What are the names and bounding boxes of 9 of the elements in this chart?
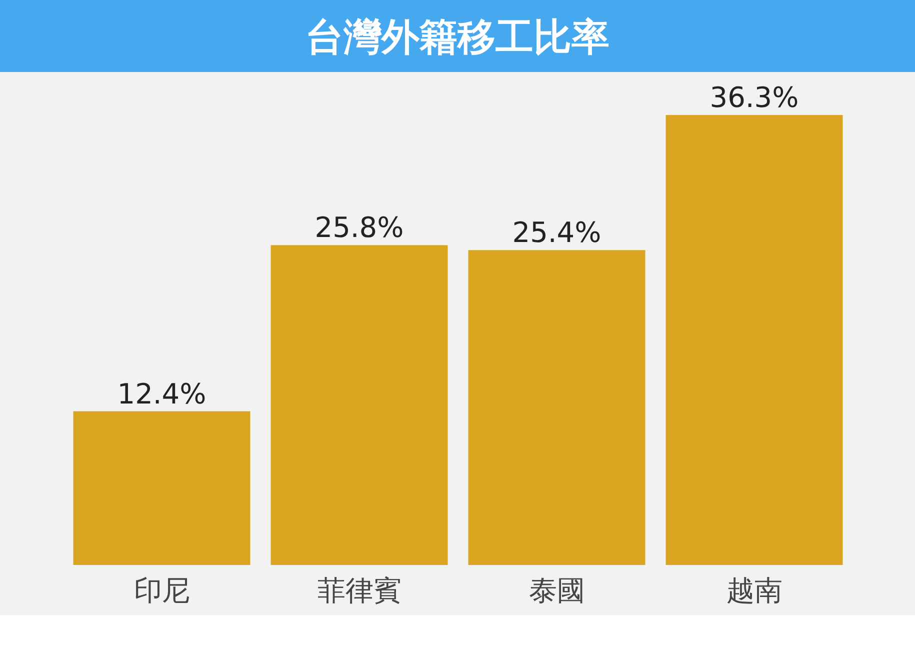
x-tick-label: 菲律賓: [317, 574, 402, 607]
x-tick-label: 印尼: [134, 574, 190, 607]
title: 台灣外籍移工比率: [306, 15, 610, 59]
data-label: 36.3%: [710, 81, 799, 114]
data-label: 25.8%: [314, 211, 404, 244]
x-tick-label: 越南: [726, 574, 782, 607]
data-label: 25.4%: [512, 216, 602, 250]
x-tick-label: 泰國: [528, 574, 585, 607]
data-label: 12.4%: [117, 377, 206, 410]
